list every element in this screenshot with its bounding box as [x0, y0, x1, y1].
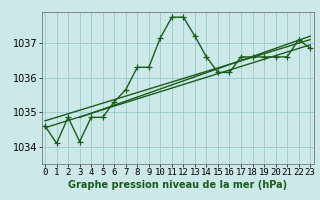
X-axis label: Graphe pression niveau de la mer (hPa): Graphe pression niveau de la mer (hPa) [68, 180, 287, 190]
